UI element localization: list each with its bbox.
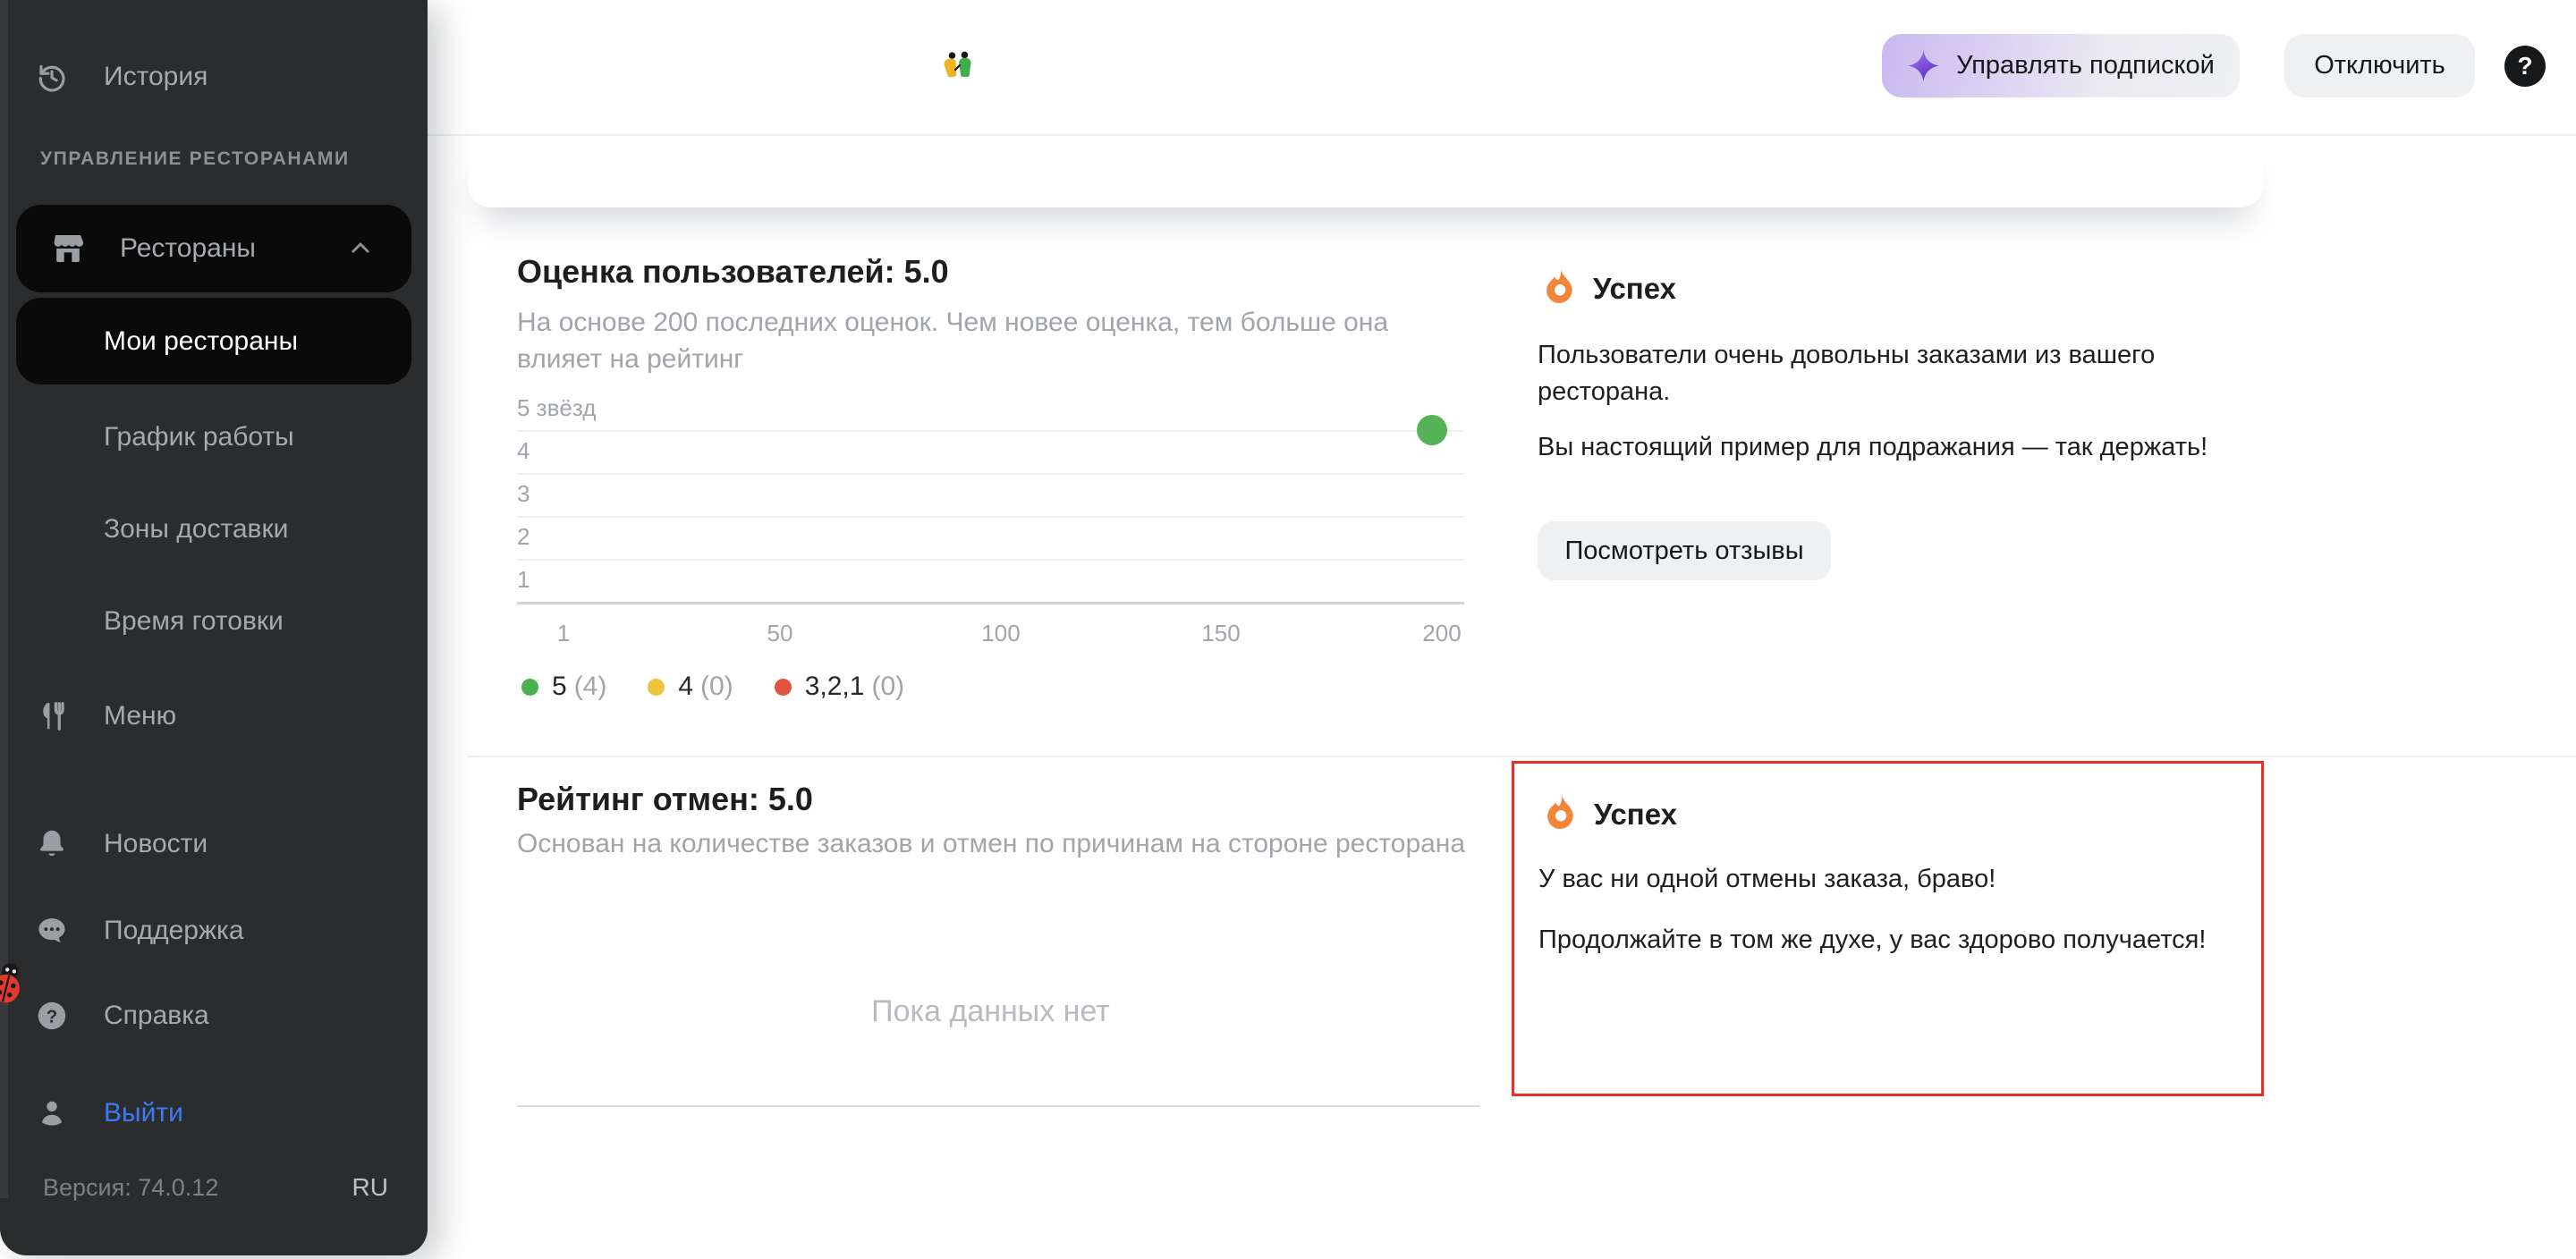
y-axis-label: 4	[517, 437, 530, 464]
sidebar-item-label: Выйти	[104, 1098, 183, 1128]
gridline	[517, 559, 1464, 561]
help-button[interactable]: ?	[2504, 46, 2546, 87]
legend-label: 5	[552, 672, 567, 701]
legend-label: 4	[678, 672, 694, 701]
fork-knife-icon	[34, 698, 70, 734]
legend-item-321: 3,2,1 (0)	[774, 672, 905, 702]
red-dot-icon	[774, 678, 792, 696]
sidebar-item-help[interactable]: ? Справка	[0, 973, 428, 1059]
no-data-placeholder: Пока данных нет	[871, 994, 1110, 1028]
view-reviews-button[interactable]: Посмотреть отзывы	[1538, 521, 1831, 580]
sidebar-item-menu[interactable]: Меню	[0, 673, 428, 759]
x-tick: 200	[1422, 620, 1462, 646]
sidebar-item-schedule[interactable]: График работы	[0, 394, 428, 480]
chart-legend: 5 (4) 4 (0) 3,2,1 (0)	[521, 672, 945, 702]
success-paragraph-2: Продолжайте в том же духе, у вас здорово…	[1538, 925, 2207, 954]
cancel-rating-subtitle: Основан на количестве заказов и отмен по…	[517, 829, 1466, 858]
sidebar-item-cooking-time[interactable]: Время готовки	[0, 579, 428, 664]
legend-item-5: 5 (4)	[521, 672, 606, 702]
success-paragraph-1: У вас ни одной отмены заказа, браво!	[1538, 865, 1996, 893]
chat-bubble-icon	[34, 913, 70, 949]
sidebar-item-support[interactable]: Поддержка	[0, 888, 428, 974]
x-tick: 50	[767, 620, 793, 646]
sidebar-item-delivery-zones[interactable]: Зоны доставки	[0, 486, 428, 572]
view-reviews-label: Посмотреть отзывы	[1564, 536, 1804, 565]
y-axis-label: 1	[517, 566, 530, 593]
success-paragraph-1: Пользователи очень довольны заказами из …	[1538, 341, 2156, 406]
legend-count: (0)	[871, 672, 905, 701]
sidebar-item-news[interactable]: Новости	[0, 801, 428, 887]
green-dot-icon	[521, 678, 538, 696]
x-tick: 150	[1201, 620, 1241, 646]
y-axis-label: 2	[517, 523, 530, 550]
manage-subscription-label: Управлять подпиской	[1956, 51, 2215, 80]
language-switcher[interactable]: RU	[352, 1173, 388, 1201]
user-rating-title: Оценка пользователей: 5.0	[517, 253, 949, 290]
user-rating-subtitle: На основе 200 последних оценок. Чем нове…	[517, 308, 1389, 374]
sidebar-section-label: УПРАВЛЕНИЕ РЕСТОРАНАМИ	[40, 148, 350, 169]
brand-logo-icon	[939, 50, 975, 84]
legend-label: 3,2,1	[804, 672, 865, 701]
sidebar-item-label: Рестораны	[120, 233, 256, 263]
svg-text:?: ?	[47, 1006, 58, 1027]
rating-point-5-stars	[1417, 415, 1447, 445]
sidebar-item-label: Меню	[104, 701, 177, 731]
sparkle-icon	[1907, 49, 1940, 82]
flame-icon	[1546, 795, 1576, 831]
scrolled-card-remnant	[468, 136, 2263, 207]
version-row: Версия: 74.0.12 RU	[43, 1173, 388, 1202]
disable-button[interactable]: Отключить	[2284, 34, 2475, 97]
success-title: Успех	[1593, 272, 1677, 305]
sidebar-item-label: Справка	[104, 1001, 209, 1030]
gridline	[517, 516, 1464, 518]
chevron-up-icon	[347, 235, 374, 262]
success-paragraph-2: Вы настоящий пример для подражания — так…	[1538, 433, 2208, 461]
bell-icon	[34, 826, 70, 862]
yellow-dot-icon	[648, 678, 665, 696]
legend-item-4: 4 (0)	[648, 672, 733, 702]
sidebar-item-restaurants[interactable]: Рестораны	[16, 205, 411, 292]
sidebar-item-history[interactable]: История	[0, 34, 428, 120]
gridline	[517, 430, 1464, 432]
storefront-icon	[50, 231, 86, 266]
legend-count: (4)	[573, 672, 607, 701]
y-axis-label: 5 звёзд	[517, 394, 597, 421]
app-version: Версия: 74.0.12	[43, 1173, 219, 1201]
flame-icon	[1545, 269, 1575, 305]
sidebar-item-label: Мои рестораны	[104, 325, 299, 356]
sidebar-item-label: Поддержка	[104, 916, 244, 945]
history-icon	[34, 59, 70, 95]
sidebar-item-label: История	[104, 62, 208, 91]
user-rating-chart: 5 звёзд 4 3 2 1 1 50 100 150 200 5 (4) 4…	[517, 394, 1464, 779]
person-icon	[34, 1095, 70, 1131]
sidebar-item-my-restaurants[interactable]: Мои рестораны	[16, 298, 411, 384]
highlighted-success-card	[1512, 761, 2264, 1096]
cancel-rating-title: Рейтинг отмен: 5.0	[517, 781, 813, 817]
sidebar: История УПРАВЛЕНИЕ РЕСТОРАНАМИ Рестораны…	[0, 0, 428, 1255]
sidebar-item-label: Новости	[104, 829, 208, 858]
gridline	[517, 473, 1464, 475]
top-header: Управлять подпиской Отключить ?	[428, 0, 2576, 134]
y-axis-label: 3	[517, 480, 530, 507]
manage-subscription-button[interactable]: Управлять подпиской	[1882, 34, 2240, 97]
section-divider	[468, 756, 2576, 757]
success-title: Успех	[1594, 798, 1678, 831]
sidebar-item-logout[interactable]: Выйти	[0, 1070, 428, 1156]
question-circle-icon: ?	[34, 998, 70, 1034]
help-question-icon: ?	[2517, 52, 2533, 80]
x-tick: 1	[556, 620, 571, 646]
sidebar-item-label: Зоны доставки	[104, 514, 289, 544]
ladybug-icon[interactable]	[0, 956, 34, 1011]
sidebar-item-label: График работы	[104, 422, 294, 452]
header-divider	[428, 134, 2576, 136]
empty-chart-baseline	[517, 1105, 1480, 1107]
disable-label: Отключить	[2314, 51, 2445, 80]
x-tick: 100	[981, 620, 1021, 646]
sidebar-scrollbar[interactable]	[0, 0, 8, 1198]
sidebar-item-label: Время готовки	[104, 606, 284, 636]
x-axis-line	[517, 602, 1464, 604]
legend-count: (0)	[700, 672, 733, 701]
